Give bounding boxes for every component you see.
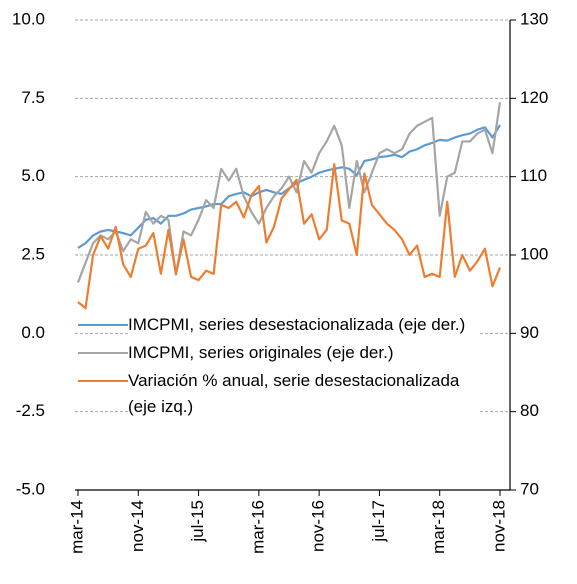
- y2-tick-label: 70: [520, 479, 539, 498]
- x-tick-label: nov-16: [309, 500, 328, 552]
- y-tick-label: 2.5: [21, 244, 45, 263]
- legend-entry: IMCPMI, series originales (eje der.): [78, 340, 498, 366]
- x-tick-label: mar-14: [67, 500, 86, 554]
- y2-tick-label: 100: [520, 244, 548, 263]
- series-line: [77, 163, 502, 310]
- x-tick-label: nov-14: [128, 500, 147, 552]
- legend: IMCPMI, series desestacionalizada (eje d…: [78, 312, 498, 422]
- series-line: [76, 102, 502, 283]
- legend-entry: Variación % anual, serie desestacionaliz…: [78, 368, 498, 420]
- legend-label: Variación % anual, serie desestacionaliz…: [128, 368, 478, 420]
- x-tick-label: mar-18: [429, 500, 448, 554]
- y-tick-label: 10.0: [12, 9, 45, 28]
- x-tick-label: nov-18: [489, 500, 508, 552]
- legend-swatch: [78, 324, 128, 326]
- y2-tick-label: 120: [520, 88, 548, 107]
- legend-swatch: [78, 352, 128, 354]
- x-tick-label: jul-17: [369, 500, 388, 543]
- y-tick-label: 5.0: [21, 166, 45, 185]
- y2-tick-label: 130: [520, 9, 548, 28]
- legend-label: IMCPMI, series originales (eje der.): [128, 340, 478, 366]
- y-tick-label: 0.0: [21, 323, 45, 342]
- x-tick-label: jul-15: [188, 500, 207, 543]
- x-tick-label: mar-16: [248, 500, 267, 554]
- y-tick-label: -5.0: [16, 479, 45, 498]
- y2-tick-label: 110: [520, 166, 547, 185]
- y2-tick-label: 90: [520, 323, 539, 342]
- legend-entry: IMCPMI, series desestacionalizada (eje d…: [78, 312, 498, 338]
- y2-tick-label: 80: [520, 401, 539, 420]
- y-tick-label: -2.5: [16, 401, 45, 420]
- legend-swatch: [78, 380, 128, 382]
- y-tick-label: 7.5: [21, 88, 45, 107]
- legend-label: IMCPMI, series desestacionalizada (eje d…: [128, 312, 478, 338]
